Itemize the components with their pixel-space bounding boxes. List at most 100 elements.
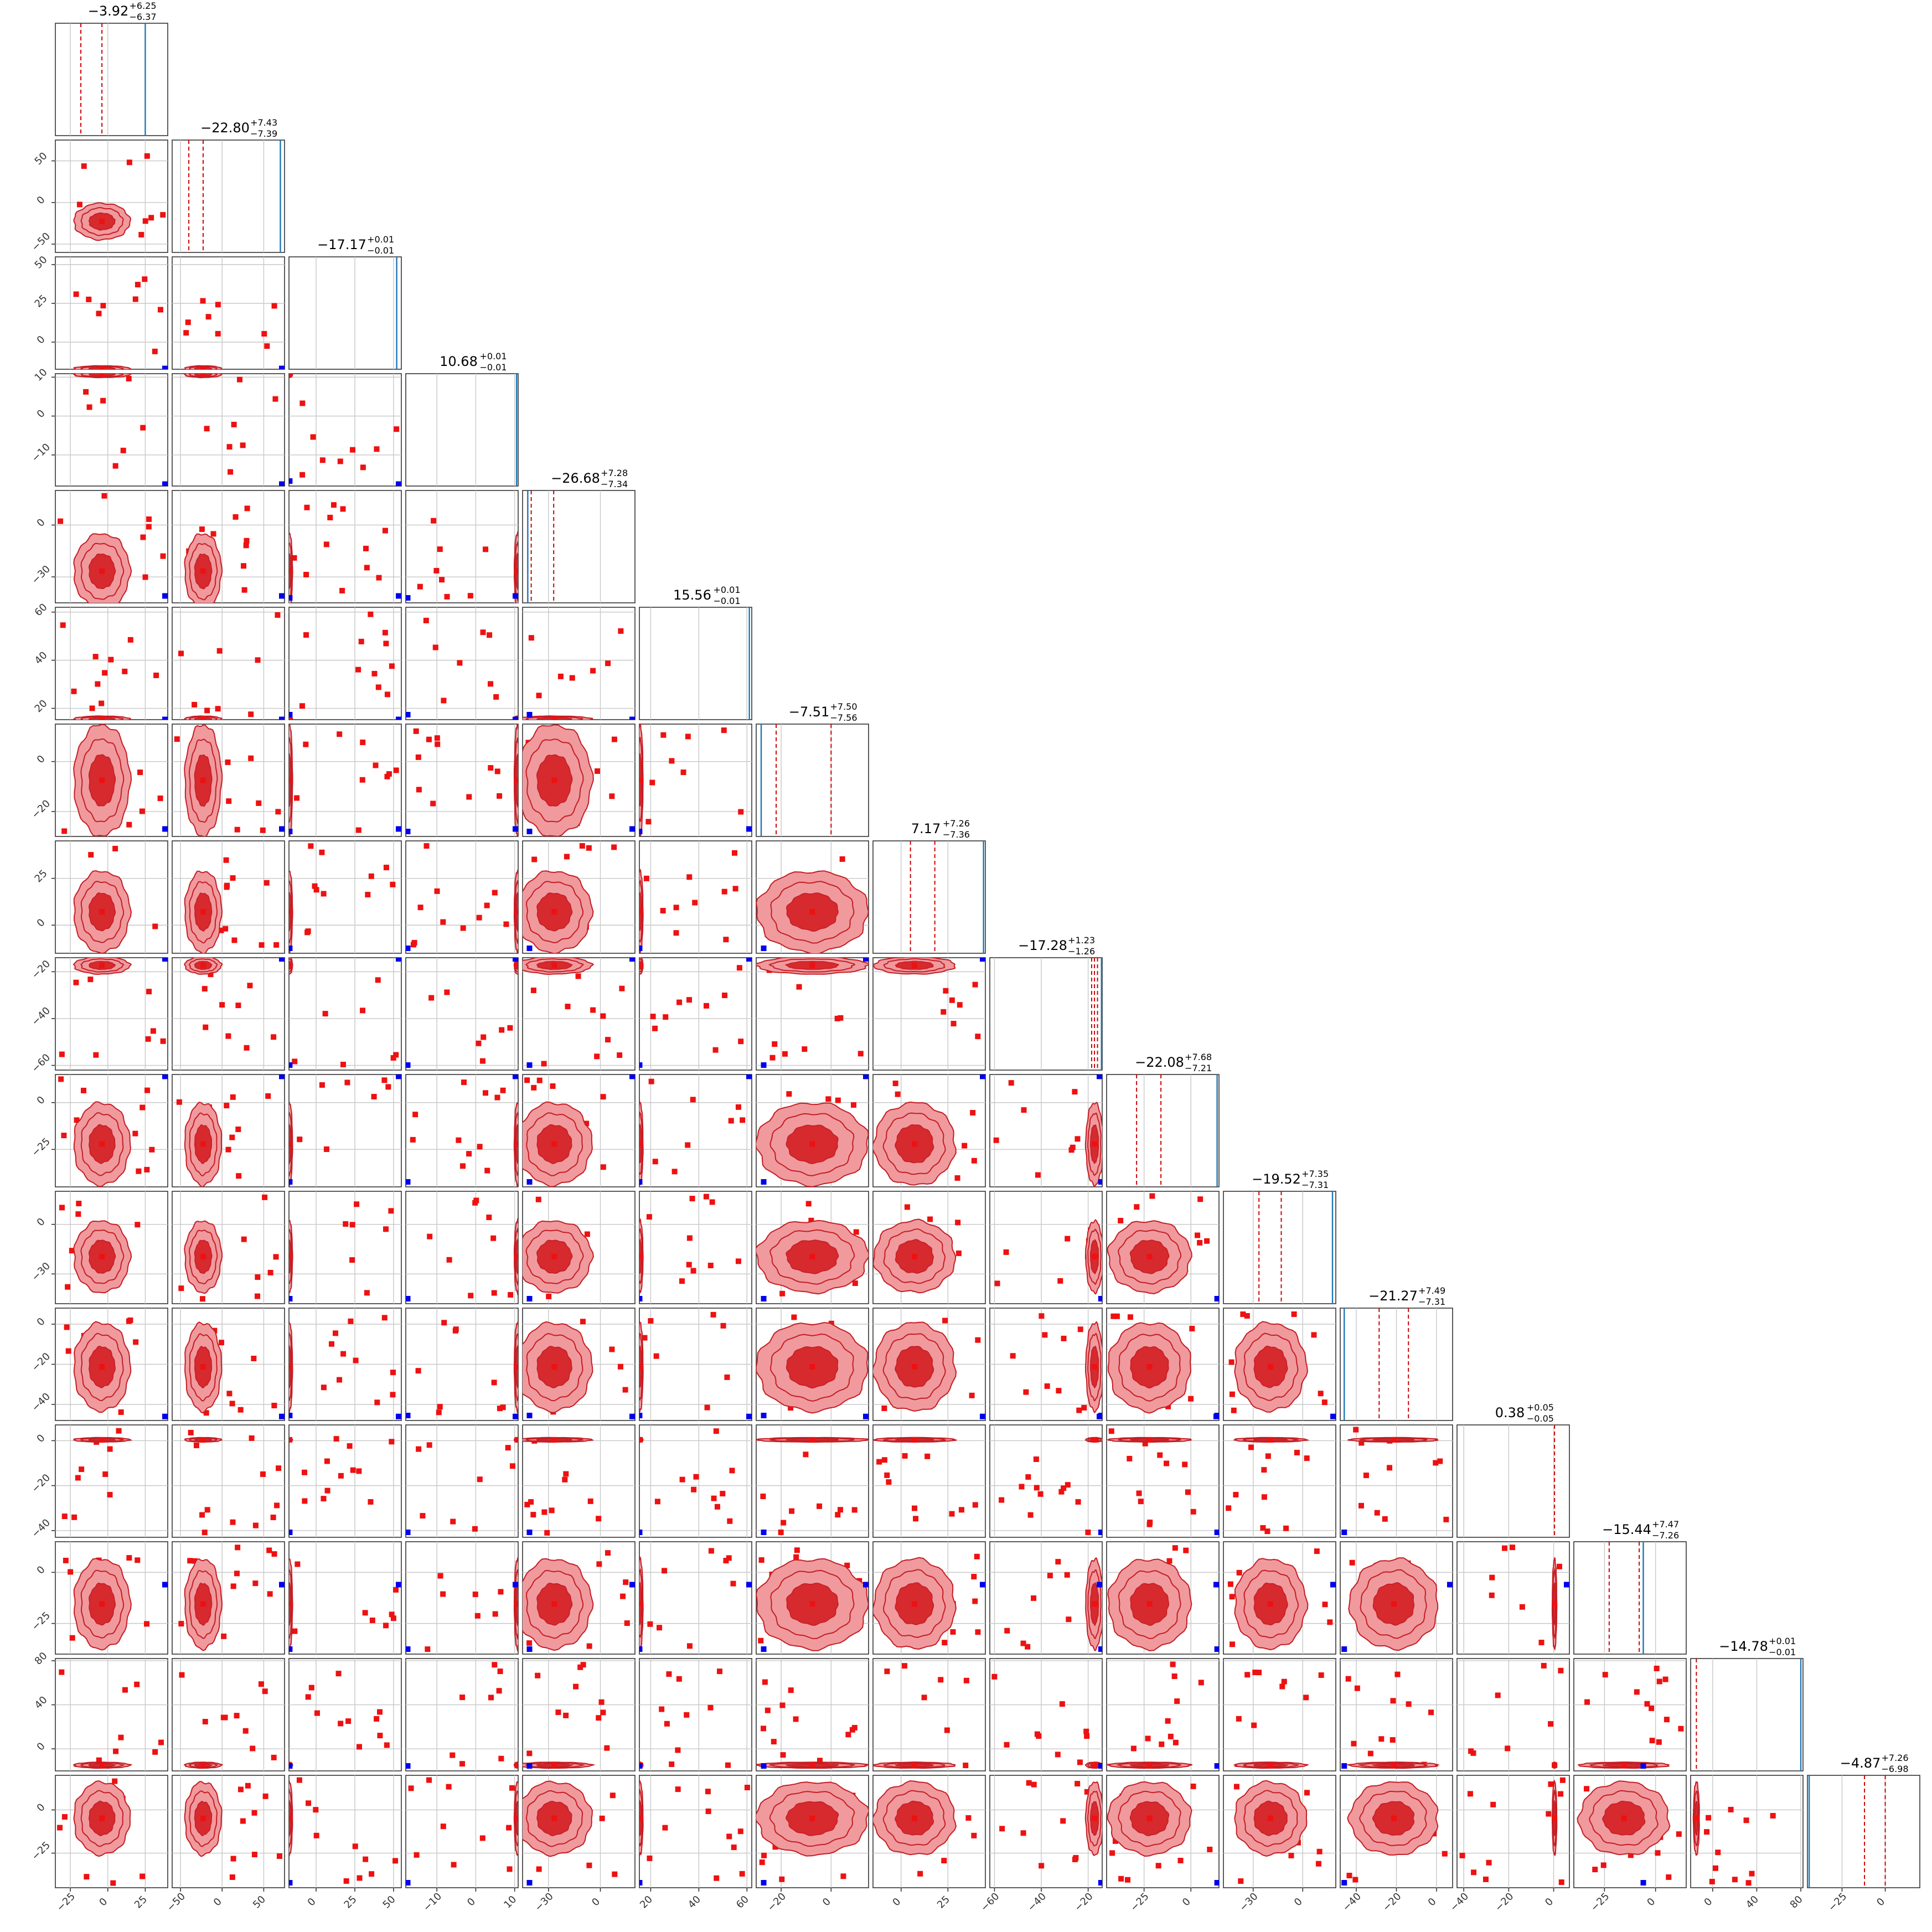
data-point	[226, 444, 233, 450]
panel-content	[639, 1659, 752, 1771]
data-point	[974, 1553, 980, 1559]
data-point	[160, 1038, 166, 1044]
data-point	[393, 767, 399, 773]
data-point	[410, 1137, 416, 1143]
data-point	[1315, 1861, 1321, 1867]
data-point	[384, 1742, 390, 1748]
data-point	[653, 1353, 659, 1359]
data-point	[1600, 1862, 1606, 1868]
data-point	[955, 1220, 961, 1226]
data-point	[354, 1201, 360, 1207]
data-point	[303, 741, 309, 747]
data-point	[1031, 1595, 1037, 1601]
data-point	[1345, 1676, 1351, 1682]
data-point	[383, 865, 389, 871]
data-point	[1442, 1851, 1448, 1857]
data-point	[739, 1871, 745, 1877]
panel-content	[1457, 1775, 1569, 1888]
data-point	[735, 1104, 741, 1110]
data-point	[218, 927, 224, 933]
scatter-panel-5-4	[522, 607, 636, 720]
data-point	[446, 1784, 452, 1790]
x-tick-label: 50	[381, 1894, 398, 1911]
data-point	[605, 660, 611, 667]
data-point	[957, 1002, 963, 1008]
data-point	[145, 1036, 151, 1042]
scatter-panel-10-6	[756, 1191, 869, 1304]
data-point	[242, 1728, 249, 1734]
panel-content	[289, 1191, 401, 1304]
data-point	[382, 528, 388, 534]
data-point	[1034, 1485, 1040, 1491]
data-point	[294, 795, 300, 801]
data-point	[1238, 1878, 1244, 1884]
truth-marker	[279, 1582, 285, 1588]
data-point	[481, 1034, 487, 1040]
data-point	[1035, 1172, 1041, 1178]
median-point	[200, 777, 206, 783]
data-point	[612, 1871, 618, 1877]
scatter-panel-4-3	[405, 490, 519, 603]
data-point	[340, 1061, 346, 1067]
data-point	[1075, 1136, 1081, 1142]
data-point	[851, 1724, 857, 1730]
data-point	[352, 1843, 358, 1850]
data-point	[686, 1262, 692, 1268]
median-point	[200, 962, 206, 968]
data-point	[251, 1851, 257, 1857]
data-point	[721, 727, 727, 733]
data-point	[89, 705, 95, 711]
median-point	[809, 1601, 815, 1607]
data-point	[384, 691, 390, 698]
truth-marker	[526, 1296, 533, 1301]
data-point	[390, 1392, 396, 1398]
y-tick-label: 50	[33, 150, 50, 167]
data-point	[252, 1580, 259, 1587]
median-point	[1146, 1815, 1153, 1821]
panel-content	[639, 1775, 752, 1888]
panel-content	[289, 1775, 401, 1888]
median-point	[912, 1815, 918, 1821]
data-point	[1655, 1850, 1661, 1856]
data-point	[460, 925, 466, 931]
panel-content	[523, 1191, 635, 1304]
data-point	[1628, 1852, 1634, 1858]
panel-content	[1808, 1775, 1886, 1888]
scatter-panel-9-2	[288, 1074, 402, 1187]
data-point	[712, 1047, 719, 1053]
panel-frame	[288, 1658, 402, 1771]
data-point	[1770, 1812, 1776, 1819]
data-point	[618, 628, 624, 634]
data-point	[1170, 1661, 1176, 1667]
panel-content	[180, 140, 281, 252]
panel-content	[289, 607, 401, 720]
truth-marker	[1341, 1646, 1347, 1652]
data-point	[267, 1269, 273, 1275]
data-point	[1118, 1876, 1124, 1882]
data-point	[671, 1169, 678, 1175]
data-point	[690, 1268, 696, 1274]
data-point	[185, 319, 191, 326]
param-title: −4.87	[1840, 1755, 1881, 1771]
data-point	[1654, 1665, 1660, 1671]
data-point	[93, 1052, 99, 1058]
data-point	[851, 1507, 857, 1513]
truth-marker	[980, 1413, 985, 1419]
param-minus: −6.98	[1882, 1764, 1909, 1774]
data-point	[112, 1778, 118, 1784]
truth-marker	[406, 829, 411, 834]
truth-marker	[863, 1413, 869, 1419]
data-point	[241, 587, 247, 593]
y-tick-label: 0	[35, 516, 48, 529]
data-point	[390, 881, 396, 887]
data-point	[555, 1709, 561, 1716]
data-point	[726, 1833, 732, 1840]
histogram-panel-14: −14.78 +0.01−0.01	[1690, 1636, 1804, 1771]
median-point	[200, 366, 206, 369]
data-point	[122, 1687, 128, 1693]
panel-content	[756, 1075, 869, 1187]
data-point	[666, 1671, 672, 1677]
truth-marker	[406, 1646, 411, 1652]
data-point	[229, 1874, 235, 1880]
data-point	[691, 1486, 697, 1492]
